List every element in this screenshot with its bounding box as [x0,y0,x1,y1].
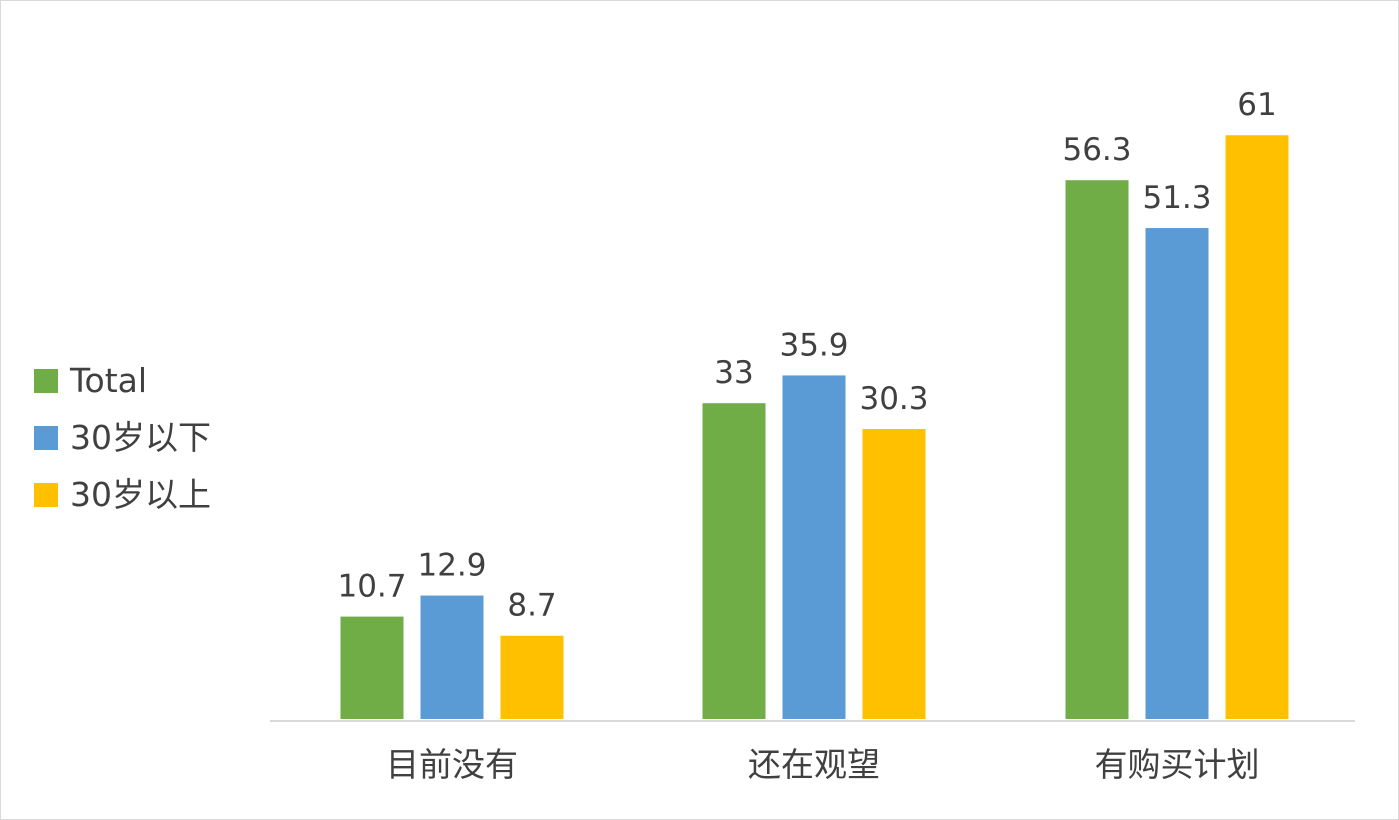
bar-1-2 [862,429,926,719]
bar-0-2 [500,635,564,719]
category-label-2: 有购买计划 [1095,745,1260,784]
legend-swatch-total [34,368,58,393]
category-labels-group: 目前没有 还在观望 有购买计划 [386,745,1260,784]
bar-2-1 [1145,228,1209,719]
legend-label-under-30: 30岁以下 [70,418,211,457]
legend-item-total: Total [34,352,211,409]
value-label-2-2: 61 [1237,87,1276,123]
legend: Total 30岁以下 30岁以上 [34,352,211,523]
value-label-1-1: 35.9 [779,327,848,363]
bar-2-2 [1225,135,1289,720]
value-label-1-0: 33 [714,355,753,391]
bar-0-1 [420,595,484,719]
value-label-0-1: 12.9 [417,548,486,584]
category-label-1: 还在观望 [748,745,880,784]
category-label-0: 目前没有 [386,745,518,784]
bar-2-0 [1065,180,1129,720]
bar-1-1 [782,375,846,719]
legend-swatch-over-30 [34,482,58,507]
value-label-2-1: 51.3 [1142,180,1211,216]
value-label-0-0: 10.7 [337,569,406,605]
bar-0-0 [340,616,404,719]
value-label-2-0: 56.3 [1062,132,1131,168]
bars-group [340,135,1289,720]
value-label-0-2: 8.7 [507,588,556,624]
legend-label-over-30: 30岁以上 [70,475,211,514]
bar-1-0 [702,403,766,719]
legend-item-over-30: 30岁以上 [34,466,211,523]
legend-label-total: Total [70,361,148,400]
legend-item-under-30: 30岁以下 [34,409,211,466]
value-labels-group: 10.7 12.9 8.7 33 35.9 30.3 56.3 51.3 61 [337,87,1276,624]
value-label-1-2: 30.3 [859,381,928,417]
legend-swatch-under-30 [34,425,58,450]
